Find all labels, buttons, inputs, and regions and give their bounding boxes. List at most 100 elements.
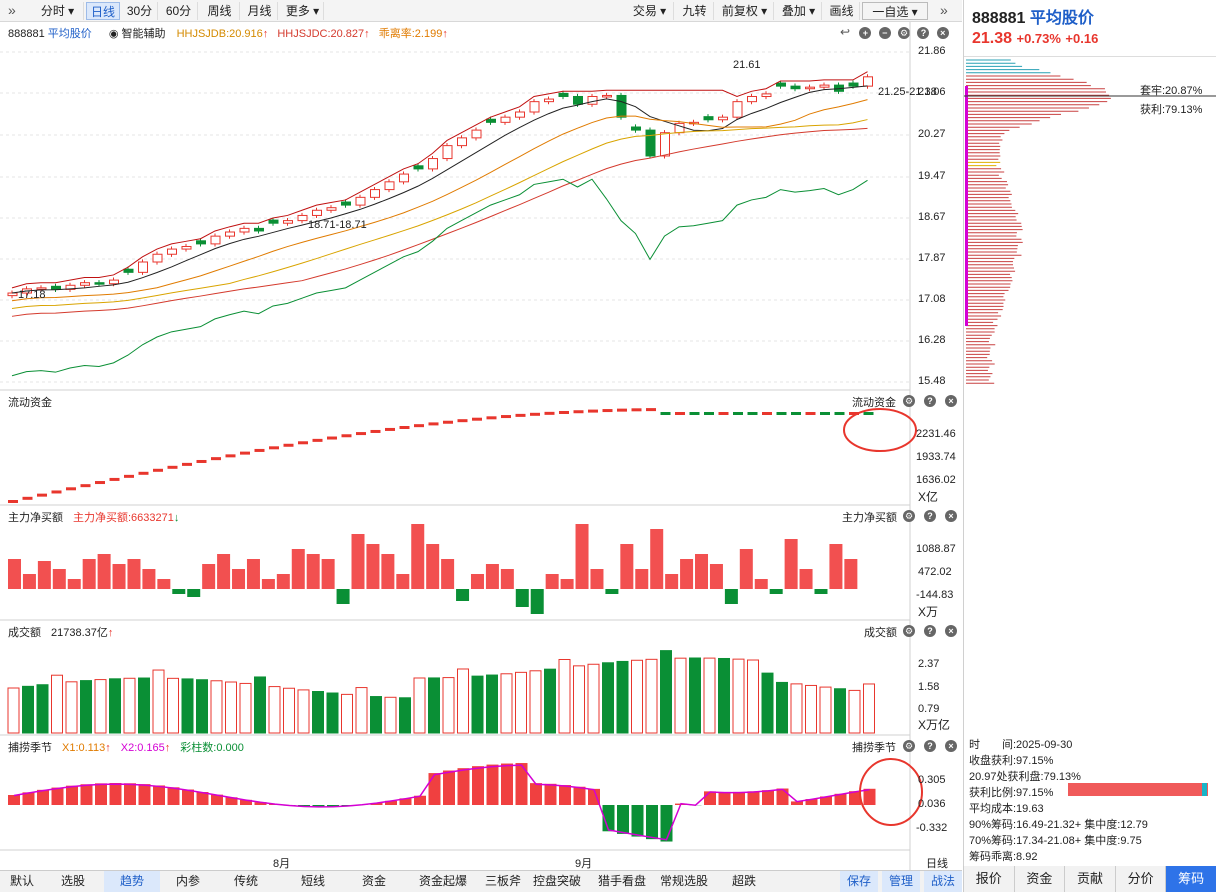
candle-body <box>255 228 264 231</box>
flow-mark <box>617 409 627 412</box>
net-bar <box>725 589 738 604</box>
bottom-tab[interactable]: 常规选股 <box>654 871 714 892</box>
bottom-tab[interactable]: 内参 <box>160 871 216 892</box>
volume-bar <box>284 688 295 733</box>
flow-mark <box>646 408 656 411</box>
bottom-action-button[interactable]: 保存 <box>840 871 878 892</box>
flow-mark <box>124 475 134 478</box>
help-icon[interactable]: ? <box>924 510 936 522</box>
settings-icon[interactable]: ⚙ <box>903 740 915 752</box>
candle-body <box>704 117 713 120</box>
help-icon[interactable]: ? <box>924 395 936 407</box>
candle-body <box>371 190 380 198</box>
candle-body <box>864 77 873 86</box>
bottom-tab[interactable]: 控盘突破 <box>526 871 588 892</box>
side-tab[interactable]: 报价 <box>963 866 1014 892</box>
net-bar <box>98 554 111 589</box>
volume-bar <box>719 658 730 733</box>
price-tick: 17.08 <box>918 293 946 305</box>
season-bar <box>37 790 49 805</box>
mid-annotation: 18.71-18.71 <box>308 219 367 231</box>
settings-icon[interactable]: ⚙ <box>903 510 915 522</box>
candle-body <box>661 133 670 156</box>
settings-icon[interactable]: ⚙ <box>903 395 915 407</box>
season-bar <box>559 785 571 805</box>
net-bar <box>352 534 365 589</box>
volume-bar <box>385 697 396 733</box>
candle-body <box>313 210 322 215</box>
bottom-tab[interactable]: 资金 <box>340 871 408 892</box>
volume-bar <box>617 661 628 733</box>
flow-mark <box>400 426 410 429</box>
net-bar <box>531 589 544 614</box>
bottom-tab[interactable]: 传统 <box>216 871 276 892</box>
volume-bar <box>835 689 846 733</box>
flow-unit: X亿 <box>918 488 938 505</box>
net-bar <box>337 589 350 604</box>
profit-label: 获利:79.13% <box>1140 101 1202 117</box>
vol-axis-3: 0.79 <box>918 703 939 715</box>
candle-body <box>632 127 641 130</box>
bottom-action-button[interactable]: 战法 <box>924 871 962 892</box>
bottom-tab[interactable]: 选股 <box>44 871 102 892</box>
volume-bar <box>806 685 817 733</box>
candle-body <box>530 102 539 112</box>
volume-bar <box>545 669 556 733</box>
bottom-tab[interactable]: 猎手看盘 <box>590 871 654 892</box>
bottom-action-button[interactable]: 管理 <box>882 871 920 892</box>
help-icon[interactable]: ? <box>924 625 936 637</box>
net-title: 主力净买额 主力净买额:6633271↓ <box>8 509 179 525</box>
candle-body <box>414 166 423 169</box>
price-tick: 20.27 <box>918 128 946 140</box>
candle-body <box>226 232 235 236</box>
volume-bar <box>632 660 643 733</box>
volume-bar <box>574 666 585 733</box>
flow-mark <box>37 494 47 497</box>
net-axis-2: 472.02 <box>918 566 952 578</box>
side-tab[interactable]: 分价 <box>1115 866 1166 892</box>
candle-body <box>240 228 249 232</box>
season-bar <box>646 805 658 839</box>
season-bar <box>52 788 64 805</box>
close-icon[interactable]: × <box>945 740 957 752</box>
settings-icon[interactable]: ⚙ <box>903 625 915 637</box>
side-tab[interactable]: 资金 <box>1014 866 1065 892</box>
season-bar <box>66 786 78 805</box>
flow-mark <box>864 412 874 415</box>
candle-body <box>646 130 655 156</box>
close-icon[interactable]: × <box>945 395 957 407</box>
bottom-tab[interactable]: 资金起爆 <box>410 871 476 892</box>
help-icon[interactable]: ? <box>924 740 936 752</box>
season-bar <box>530 783 542 805</box>
flow-mark <box>110 478 120 481</box>
volume-bar <box>168 678 179 733</box>
bottom-tab[interactable]: 三板斧 <box>480 871 526 892</box>
net-bar <box>516 589 529 607</box>
bottom-tab[interactable]: 短线 <box>286 871 340 892</box>
net-bar <box>292 549 305 589</box>
bottom-tab[interactable]: 默认 <box>0 871 44 892</box>
bottom-tab[interactable]: 超跌 <box>716 871 772 892</box>
close-icon[interactable]: × <box>945 625 957 637</box>
bottom-tab[interactable]: 趋势 <box>104 871 160 892</box>
volume-bar <box>501 674 512 733</box>
candle-body <box>95 283 104 285</box>
season-bar <box>661 805 673 842</box>
volume-bar <box>661 651 672 733</box>
volume-bar <box>197 680 208 733</box>
candle-body <box>211 236 220 244</box>
volume-bar <box>472 676 483 733</box>
season-bar <box>182 790 194 805</box>
net-bar <box>590 569 603 589</box>
close-icon[interactable]: × <box>945 510 957 522</box>
side-tab[interactable]: 贡献 <box>1064 866 1115 892</box>
candle-body <box>603 95 612 97</box>
cost-range-marker <box>965 86 968 326</box>
net-bar <box>665 574 678 589</box>
net-buy-bars <box>8 524 857 614</box>
chip-info-line: 时 间:2025-09-30 <box>969 736 1072 752</box>
flow-mark <box>820 412 830 415</box>
volume-bar <box>646 659 657 733</box>
side-tab[interactable]: 筹码 <box>1165 866 1216 892</box>
volume-bar <box>748 660 759 733</box>
